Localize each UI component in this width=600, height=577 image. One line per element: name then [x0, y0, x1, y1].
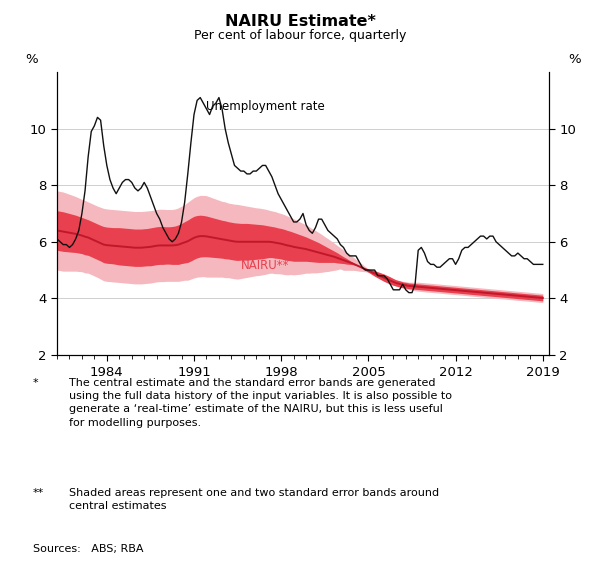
- Text: The central estimate and the standard error bands are generated
using the full d: The central estimate and the standard er…: [69, 378, 452, 428]
- Text: Shaded areas represent one and two standard error bands around
central estimates: Shaded areas represent one and two stand…: [69, 488, 439, 511]
- Text: %: %: [25, 54, 38, 66]
- Text: NAIRU**: NAIRU**: [241, 258, 290, 272]
- Text: %: %: [568, 54, 581, 66]
- Text: Per cent of labour force, quarterly: Per cent of labour force, quarterly: [194, 29, 406, 42]
- Text: NAIRU Estimate*: NAIRU Estimate*: [224, 14, 376, 29]
- Text: **: **: [33, 488, 44, 497]
- Text: *: *: [33, 378, 38, 388]
- Text: Sources:   ABS; RBA: Sources: ABS; RBA: [33, 544, 143, 553]
- Text: Unemployment rate: Unemployment rate: [206, 100, 325, 113]
